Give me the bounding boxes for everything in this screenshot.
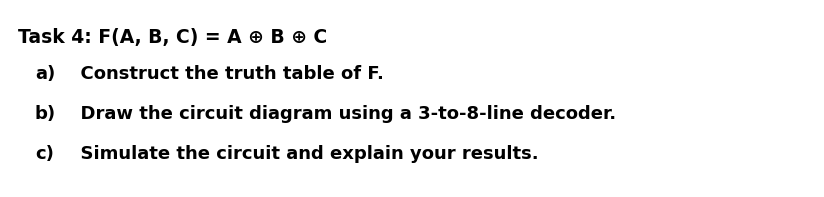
Text: Task 4: F(A, B, C) = A ⊕ B ⊕ C: Task 4: F(A, B, C) = A ⊕ B ⊕ C [18, 28, 327, 47]
Text: Draw the circuit diagram using a 3-to-8-line decoder.: Draw the circuit diagram using a 3-to-8-… [68, 105, 616, 123]
Text: Simulate the circuit and explain your results.: Simulate the circuit and explain your re… [68, 145, 539, 163]
Text: b): b) [35, 105, 56, 123]
Text: a): a) [35, 65, 55, 83]
Text: c): c) [35, 145, 54, 163]
Text: Construct the truth table of F.: Construct the truth table of F. [68, 65, 384, 83]
